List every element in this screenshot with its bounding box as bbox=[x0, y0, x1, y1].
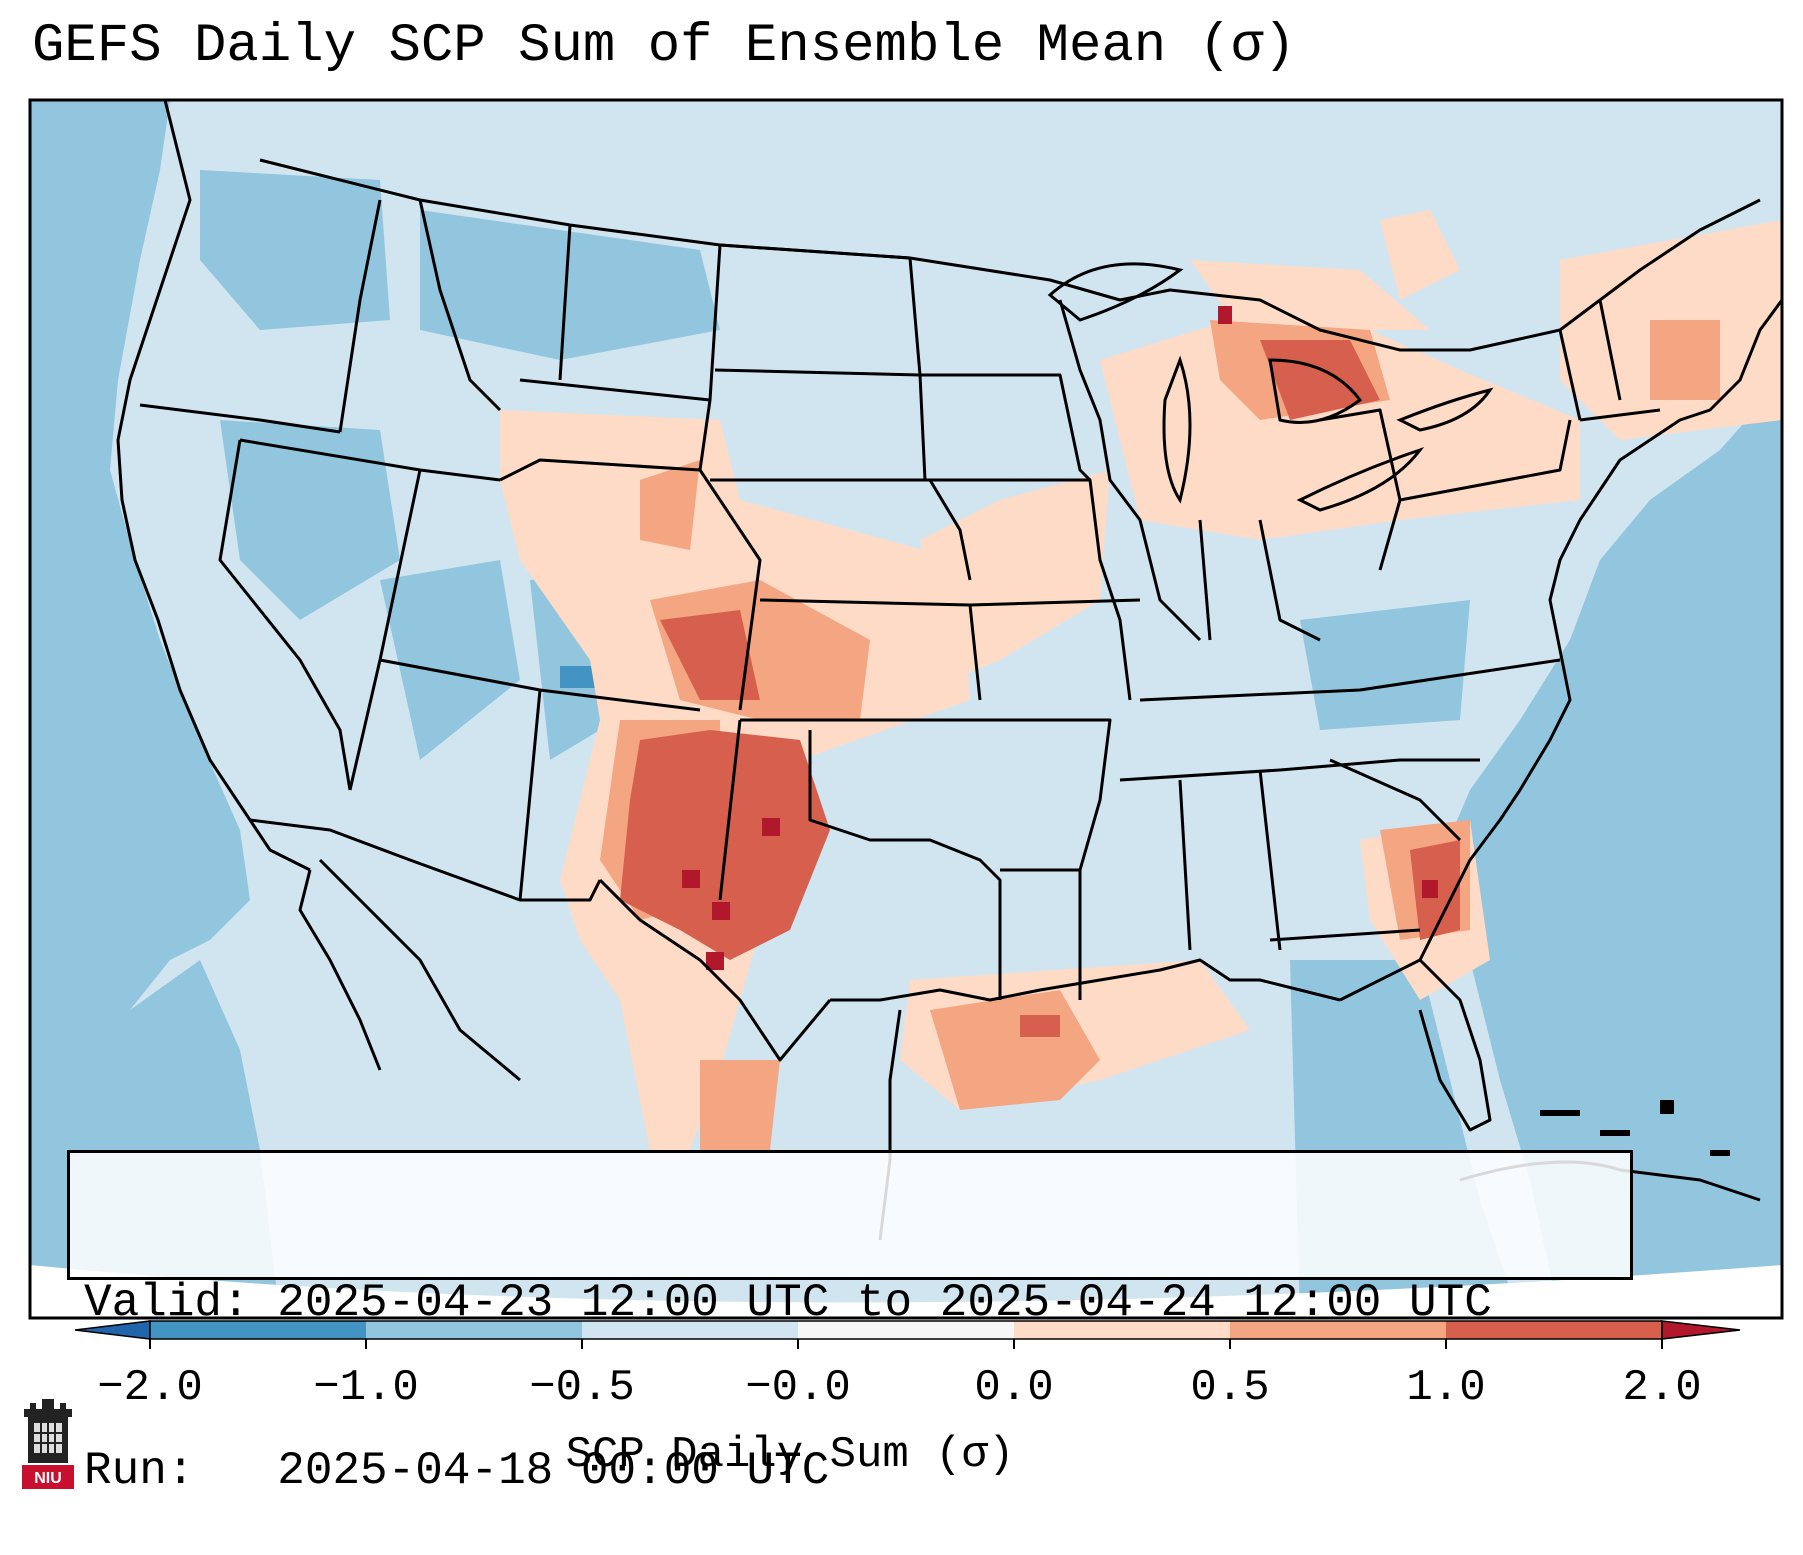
state-borders bbox=[139, 158, 1761, 1062]
colorbar-segment bbox=[1446, 1321, 1662, 1339]
colorbar-outline bbox=[149, 1320, 1663, 1340]
valid-time-text: Valid: 2025-04-23 12:00 UTC to 2025-04-2… bbox=[84, 1277, 1492, 1329]
strong-negative-cell bbox=[560, 666, 602, 688]
niu-logo: NIU bbox=[18, 1395, 78, 1490]
castle-icon bbox=[22, 1399, 74, 1489]
caribbean-islands bbox=[1540, 1100, 1730, 1156]
positive-anomaly-max bbox=[682, 306, 1438, 970]
negative-anomaly-patches bbox=[40, 170, 1470, 1090]
colorbar-tick-label: −0.5 bbox=[529, 1363, 635, 1413]
colorbar-tick-label: 0.5 bbox=[1190, 1363, 1270, 1413]
atlantic-ocean-region bbox=[1440, 380, 1782, 1318]
out-of-domain-edge bbox=[30, 1265, 1782, 1318]
colorbar-segment bbox=[798, 1321, 1014, 1339]
colorbar-tick-label: 1.0 bbox=[1406, 1363, 1486, 1413]
valid-run-info-box: Valid: 2025-04-23 12:00 UTC to 2025-04-2… bbox=[67, 1150, 1633, 1497]
colorbar bbox=[74, 1320, 1741, 1349]
colorbar-segment bbox=[582, 1321, 798, 1339]
colorbar-tick-label: −0.0 bbox=[745, 1363, 851, 1413]
colorbar-segment bbox=[1014, 1321, 1230, 1339]
logo-text: NIU bbox=[34, 1470, 62, 1487]
colorbar-segment bbox=[1230, 1321, 1446, 1339]
colorbar-tick-label: 0.0 bbox=[974, 1363, 1054, 1413]
colorbar-segment bbox=[150, 1321, 366, 1339]
colorbar-tick-label: 2.0 bbox=[1622, 1363, 1702, 1413]
run-time-text: Run: 2025-04-18 00:00 UTC bbox=[84, 1445, 830, 1497]
colorbar-tick-label: −2.0 bbox=[97, 1363, 203, 1413]
colorbar-segment bbox=[366, 1321, 582, 1339]
great-lakes bbox=[1047, 262, 1494, 512]
colorbar-tick-label: −1.0 bbox=[313, 1363, 419, 1413]
colorbar-over-arrow bbox=[1661, 1320, 1741, 1340]
colorbar-label: SCP Daily Sum (σ) bbox=[565, 1430, 1015, 1480]
map-title: GEFS Daily SCP Sum of Ensemble Mean (σ) bbox=[32, 16, 1296, 77]
map-frame bbox=[28, 98, 1784, 1320]
pacific-ocean-region bbox=[30, 100, 250, 1060]
